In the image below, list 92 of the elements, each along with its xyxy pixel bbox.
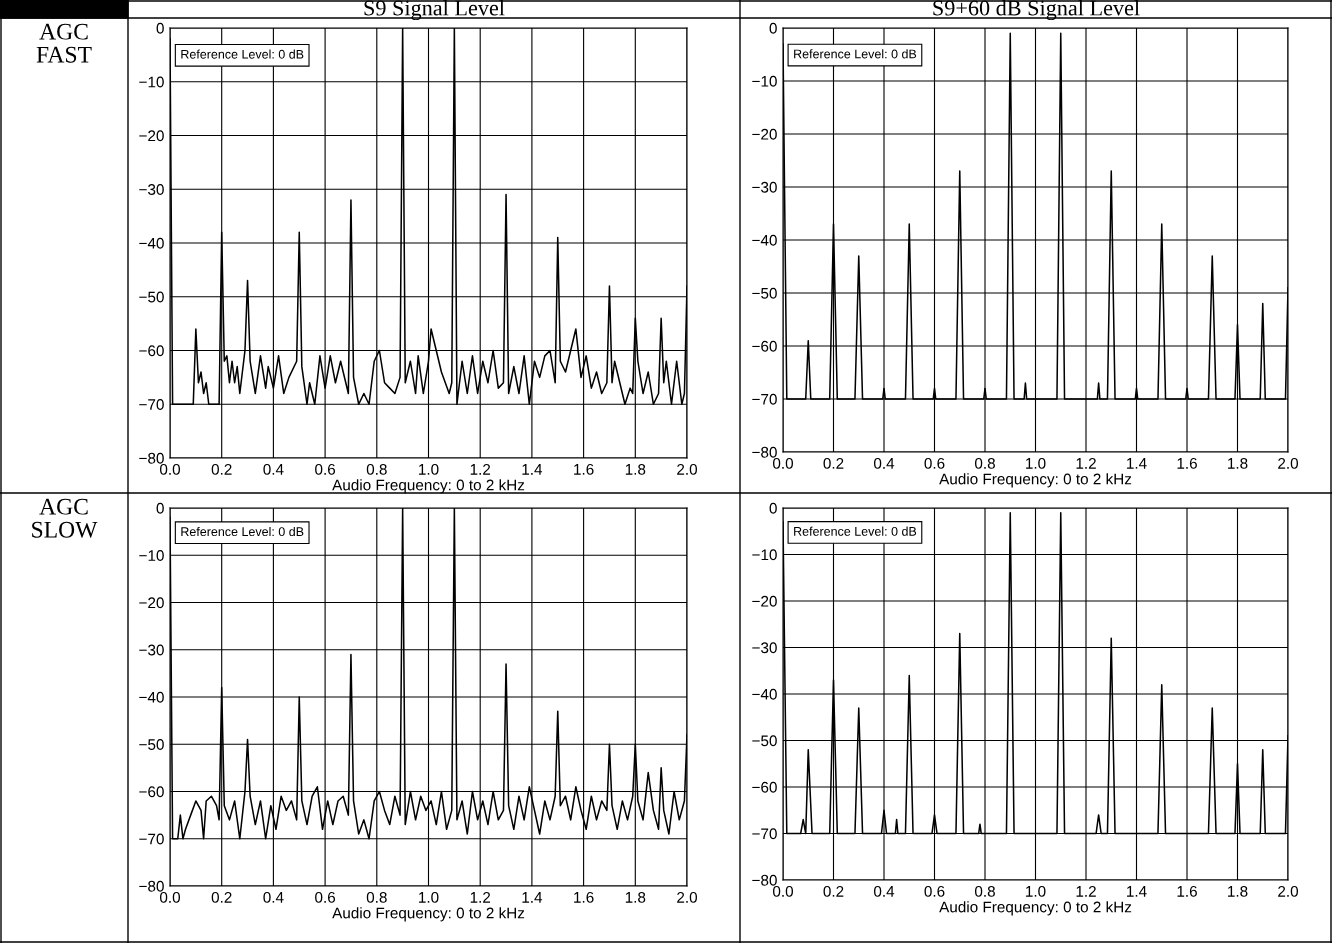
y-tick-label: 0 xyxy=(769,22,777,34)
y-tick-label: 0 xyxy=(156,502,164,514)
y-tick-label: −70 xyxy=(139,399,164,410)
y-tick-label: −30 xyxy=(139,644,164,656)
text: AGC SLOW xyxy=(32,498,98,538)
x-tick-label: 1.4 xyxy=(522,464,543,475)
x-axis-title: Audio Frequency: 0 to 2 kHz xyxy=(939,901,1132,916)
x-tick-label: 0.4 xyxy=(873,457,895,469)
x-tick-label: 0.0 xyxy=(159,891,181,903)
y-tick-label: −60 xyxy=(139,786,164,798)
y-tick-label: −10 xyxy=(139,550,164,561)
y-tick-label: −20 xyxy=(139,597,164,609)
y-tick-label: −40 xyxy=(752,234,777,246)
y-tick-label: −70 xyxy=(752,393,777,405)
x-tick-label: 1.8 xyxy=(1228,457,1248,469)
x-tick-label: 2.0 xyxy=(1278,457,1299,469)
annotation: Reference Level: 0 dB xyxy=(181,526,304,537)
x-tick-label: 1.4 xyxy=(522,892,543,903)
chart-title: S9 Signal Level xyxy=(364,0,505,21)
chart-title: S9+60 dB Signal Level xyxy=(933,0,1140,21)
y-tick-label: −20 xyxy=(752,595,777,607)
x-tick-label: 1.0 xyxy=(1026,885,1046,897)
y-tick-label: −70 xyxy=(139,833,164,845)
text: AGC FAST xyxy=(36,23,92,63)
x-tick-label: 1.8 xyxy=(625,463,646,475)
y-tick-label: −40 xyxy=(139,691,164,703)
y-tick-label: −80 xyxy=(139,880,164,892)
y-tick-label: −10 xyxy=(139,76,164,88)
x-tick-label: 0.2 xyxy=(823,457,844,469)
annotation: Reference Level: 0 dB xyxy=(794,49,917,59)
x-tick-label: 1.6 xyxy=(574,891,594,903)
y-tick-label: −30 xyxy=(139,184,164,195)
x-tick-label: 0.2 xyxy=(211,891,232,903)
x-tick-label: 0.4 xyxy=(263,463,284,475)
x-tick-label: 1.2 xyxy=(470,891,491,903)
annotation: Reference Level: 0 dB xyxy=(794,526,917,536)
x-tick-label: 0.8 xyxy=(366,891,387,903)
x-tick-label: 1.2 xyxy=(1076,457,1096,469)
x-tick-label: 1.0 xyxy=(1026,457,1046,469)
x-tick-label: 1.4 xyxy=(1127,458,1147,469)
y-tick-label: −10 xyxy=(752,75,777,87)
y-tick-label: −70 xyxy=(752,828,777,840)
y-tick-label: −50 xyxy=(139,291,164,303)
x-tick-label: 1.0 xyxy=(419,891,439,903)
y-tick-label: −50 xyxy=(752,735,777,747)
x-tick-label: 1.8 xyxy=(1228,885,1248,897)
y-tick-label: −40 xyxy=(139,237,164,249)
x-tick-label: 0.4 xyxy=(263,891,284,903)
x-tick-label: 0.0 xyxy=(772,457,794,469)
y-tick-label: −60 xyxy=(139,345,164,357)
x-tick-label: 0.6 xyxy=(924,457,945,469)
y-tick-label: −30 xyxy=(752,642,777,654)
y-tick-label: −40 xyxy=(752,688,777,700)
y-tick-label: 0 xyxy=(769,502,777,514)
x-tick-label: 1.6 xyxy=(574,463,594,475)
x-tick-label: 1.6 xyxy=(1177,885,1197,897)
x-tick-label: 0.2 xyxy=(211,463,232,475)
annotation: Reference Level: 0 dB xyxy=(181,49,304,59)
x-tick-label: 0.0 xyxy=(772,885,794,897)
x-tick-label: 1.2 xyxy=(1076,885,1096,897)
x-tick-label: 0.8 xyxy=(366,463,387,475)
y-tick-label: −80 xyxy=(752,874,777,886)
x-axis-title: Audio Frequency: 0 to 2 kHz xyxy=(939,473,1132,488)
x-tick-label: 0.6 xyxy=(924,885,945,897)
y-tick-label: 0 xyxy=(156,22,164,34)
x-axis-title: Audio Frequency: 0 to 2 kHz xyxy=(332,907,525,922)
y-tick-label: −60 xyxy=(752,340,777,352)
y-tick-label: −50 xyxy=(752,287,777,299)
y-tick-label: −20 xyxy=(752,128,777,140)
x-tick-label: 0.6 xyxy=(315,463,336,475)
y-tick-label: −30 xyxy=(752,181,777,193)
x-tick-label: 1.6 xyxy=(1177,457,1197,469)
x-tick-label: 0.4 xyxy=(873,885,895,897)
x-tick-label: 1.8 xyxy=(625,891,646,903)
y-tick-label: −60 xyxy=(752,781,777,793)
x-tick-label: 2.0 xyxy=(1278,885,1299,897)
y-tick-label: −80 xyxy=(139,452,164,464)
y-tick-label: −80 xyxy=(752,446,777,458)
x-axis-title: Audio Frequency: 0 to 2 kHz xyxy=(332,479,525,494)
x-tick-label: 1.0 xyxy=(419,463,439,475)
x-tick-label: 0.6 xyxy=(315,891,336,903)
x-tick-label: 1.4 xyxy=(1127,886,1147,897)
x-tick-label: 0.0 xyxy=(159,463,181,475)
y-tick-label: −10 xyxy=(752,549,777,561)
x-tick-label: 0.8 xyxy=(974,457,995,469)
x-tick-label: 2.0 xyxy=(677,891,698,903)
x-tick-label: 2.0 xyxy=(677,463,698,475)
x-tick-label: 1.2 xyxy=(470,463,491,475)
y-tick-label: −20 xyxy=(139,130,164,142)
x-tick-label: 0.2 xyxy=(823,885,844,897)
y-tick-label: −50 xyxy=(139,739,164,750)
x-tick-label: 0.8 xyxy=(974,885,995,897)
